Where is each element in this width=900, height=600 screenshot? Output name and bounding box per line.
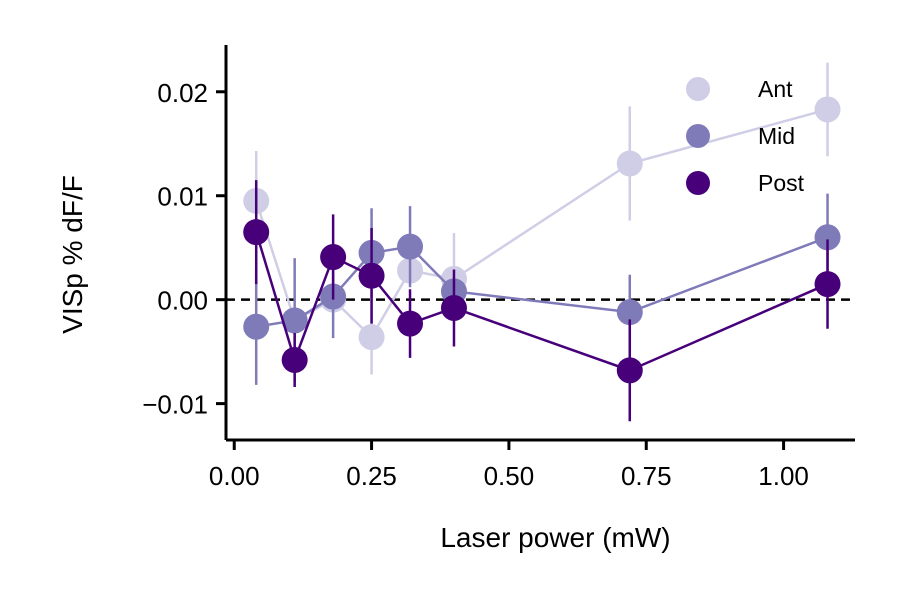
data-point: [397, 310, 424, 337]
y-ticks: −0.01 0.00 0.01 0.02: [142, 78, 226, 420]
x-axis-label: Laser power (mW): [440, 522, 670, 553]
data-point: [281, 346, 308, 373]
data-point: [243, 219, 270, 246]
series-line-post: [255, 231, 829, 372]
data-point: [616, 150, 643, 177]
x-tick-label: 0.25: [346, 461, 397, 491]
legend-marker: [686, 124, 710, 148]
x-ticks: 0.00 0.25 0.50 0.75 1.00: [209, 440, 809, 491]
x-tick-label: 0.75: [621, 461, 672, 491]
data-point: [358, 324, 385, 351]
data-point: [320, 244, 347, 271]
data-point: [814, 271, 841, 298]
legend-marker: [686, 171, 710, 195]
data-point: [397, 233, 424, 260]
x-tick-label: 1.00: [758, 461, 809, 491]
y-tick-label: −0.01: [142, 390, 208, 420]
data-point: [814, 96, 841, 123]
data-point: [281, 307, 308, 334]
legend: Ant Mid Post: [686, 76, 805, 196]
y-axis-label: VISp % dF/F: [57, 175, 88, 334]
y-tick-label: 0.01: [157, 182, 208, 212]
data-point: [358, 262, 385, 289]
data-point: [440, 294, 467, 321]
plot-area: [226, 62, 855, 422]
x-tick-label: 0.00: [209, 461, 260, 491]
legend-label: Post: [758, 170, 805, 196]
data-point: [814, 224, 841, 251]
legend-marker: [686, 77, 710, 101]
y-tick-label: 0.00: [157, 286, 208, 316]
data-point: [243, 313, 270, 340]
series-post: [243, 180, 841, 422]
legend-label: Mid: [758, 123, 795, 149]
y-tick-label: 0.02: [157, 78, 208, 108]
data-point: [616, 299, 643, 326]
x-tick-label: 0.50: [484, 461, 535, 491]
legend-label: Ant: [758, 76, 793, 102]
data-point: [616, 357, 643, 384]
